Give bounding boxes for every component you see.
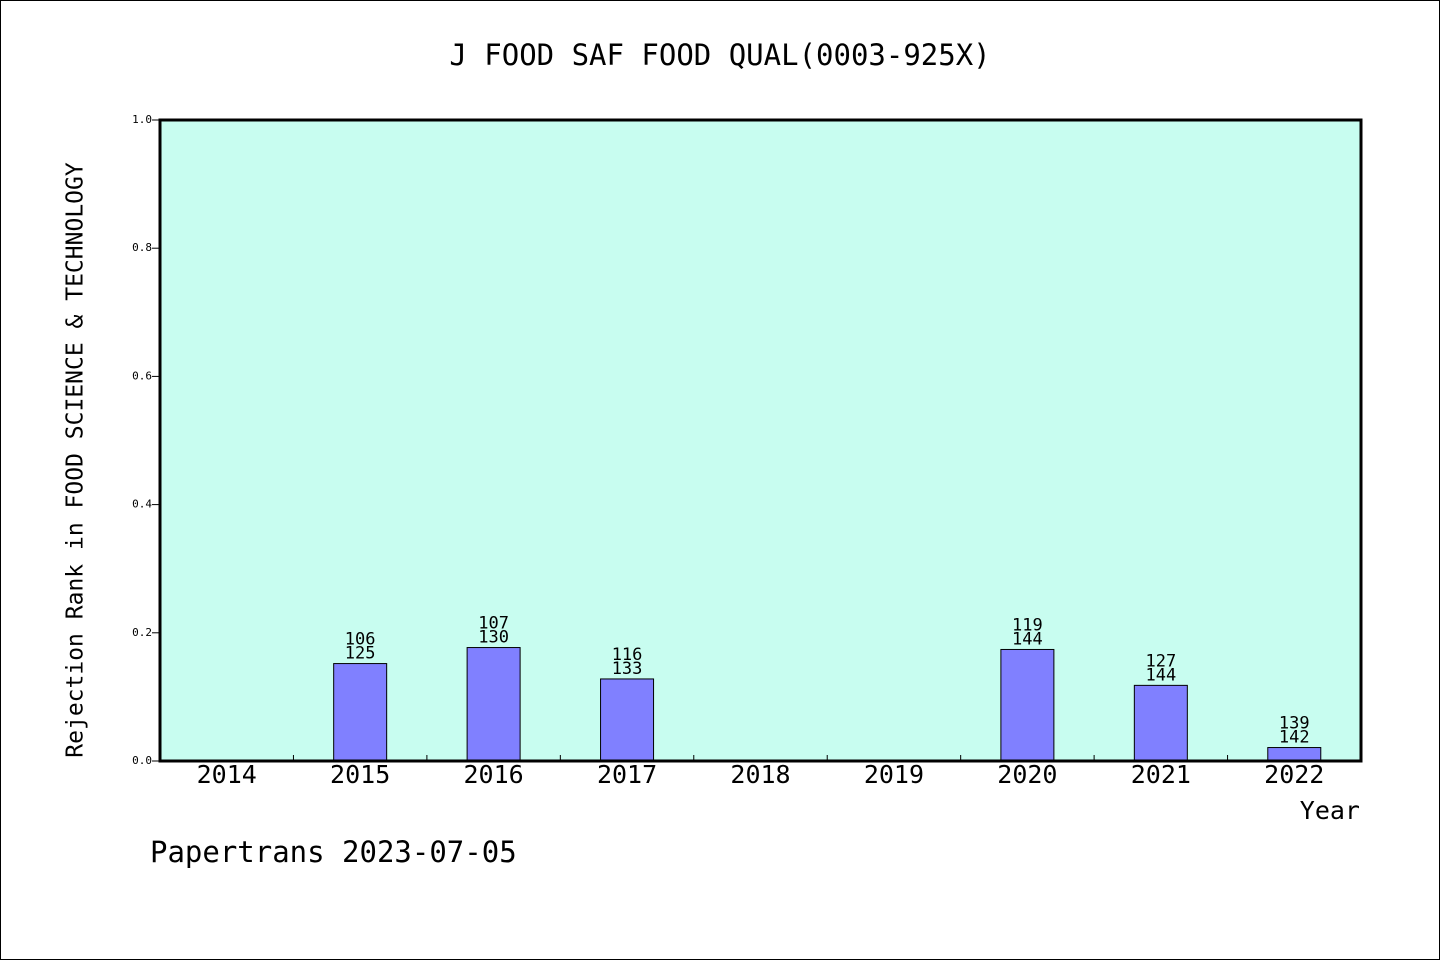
bar-label-lower: 125 [345, 644, 376, 664]
bar-label-upper: 119 [1012, 615, 1043, 635]
bar-label-lower: 144 [1145, 665, 1176, 685]
y-tick-label: 1.0 [132, 113, 152, 126]
bars [333, 647, 1322, 762]
bar-label-lower: 142 [1279, 728, 1310, 748]
y-tick-label: 0.6 [132, 369, 152, 382]
x-tick-label: 2016 [464, 760, 524, 789]
bar-label-lower: 130 [478, 628, 509, 648]
bar-2022 [1267, 747, 1322, 762]
plot-border [158, 118, 1363, 763]
x-tick-label: 2014 [197, 760, 257, 789]
x-tick-label: 2015 [330, 760, 390, 789]
y-tick-label: 0.4 [132, 498, 152, 511]
y-tick-label: 0.2 [132, 626, 152, 639]
chart-title: J FOOD SAF FOOD QUAL(0003-925X) [449, 38, 990, 72]
y-tick-label: 0.0 [132, 754, 152, 767]
bar-label-upper: 116 [612, 645, 643, 665]
bar-label-lower: 144 [1012, 629, 1043, 649]
x-axis-label: Year [1300, 796, 1360, 825]
bar-label-lower: 133 [612, 659, 643, 679]
x-tick-label: 2018 [730, 760, 790, 789]
bar-2020 [1000, 648, 1055, 762]
x-tick-label: 2020 [997, 760, 1057, 789]
bar-label-upper: 107 [478, 614, 509, 634]
x-tick-label: 2019 [864, 760, 924, 789]
plot-area [160, 120, 1361, 761]
bar-2016 [466, 647, 521, 762]
bar-label-upper: 106 [345, 630, 376, 650]
x-tick-label: 2022 [1264, 760, 1324, 789]
bar-2015 [333, 663, 388, 762]
footer-credit: Papertrans 2023-07-05 [150, 835, 517, 869]
y-tick-label: 0.8 [132, 241, 152, 254]
bar-label-upper: 127 [1145, 651, 1176, 671]
bar-2017 [600, 678, 655, 762]
y-axis-label: Rejection Rank in FOOD SCIENCE & TECHNOL… [63, 162, 89, 758]
bar-label-upper: 139 [1279, 714, 1310, 734]
x-axis-ticks: 2014 2015 2016 2017 2018 2019 2020 2021 2022 [197, 755, 1324, 789]
x-tick-label: 2017 [597, 760, 657, 789]
x-tick-label: 2021 [1131, 760, 1191, 789]
bar-2021 [1133, 684, 1188, 762]
y-axis-ticks: 0.0 0.2 0.4 0.6 0.8 1.0 [132, 113, 160, 767]
